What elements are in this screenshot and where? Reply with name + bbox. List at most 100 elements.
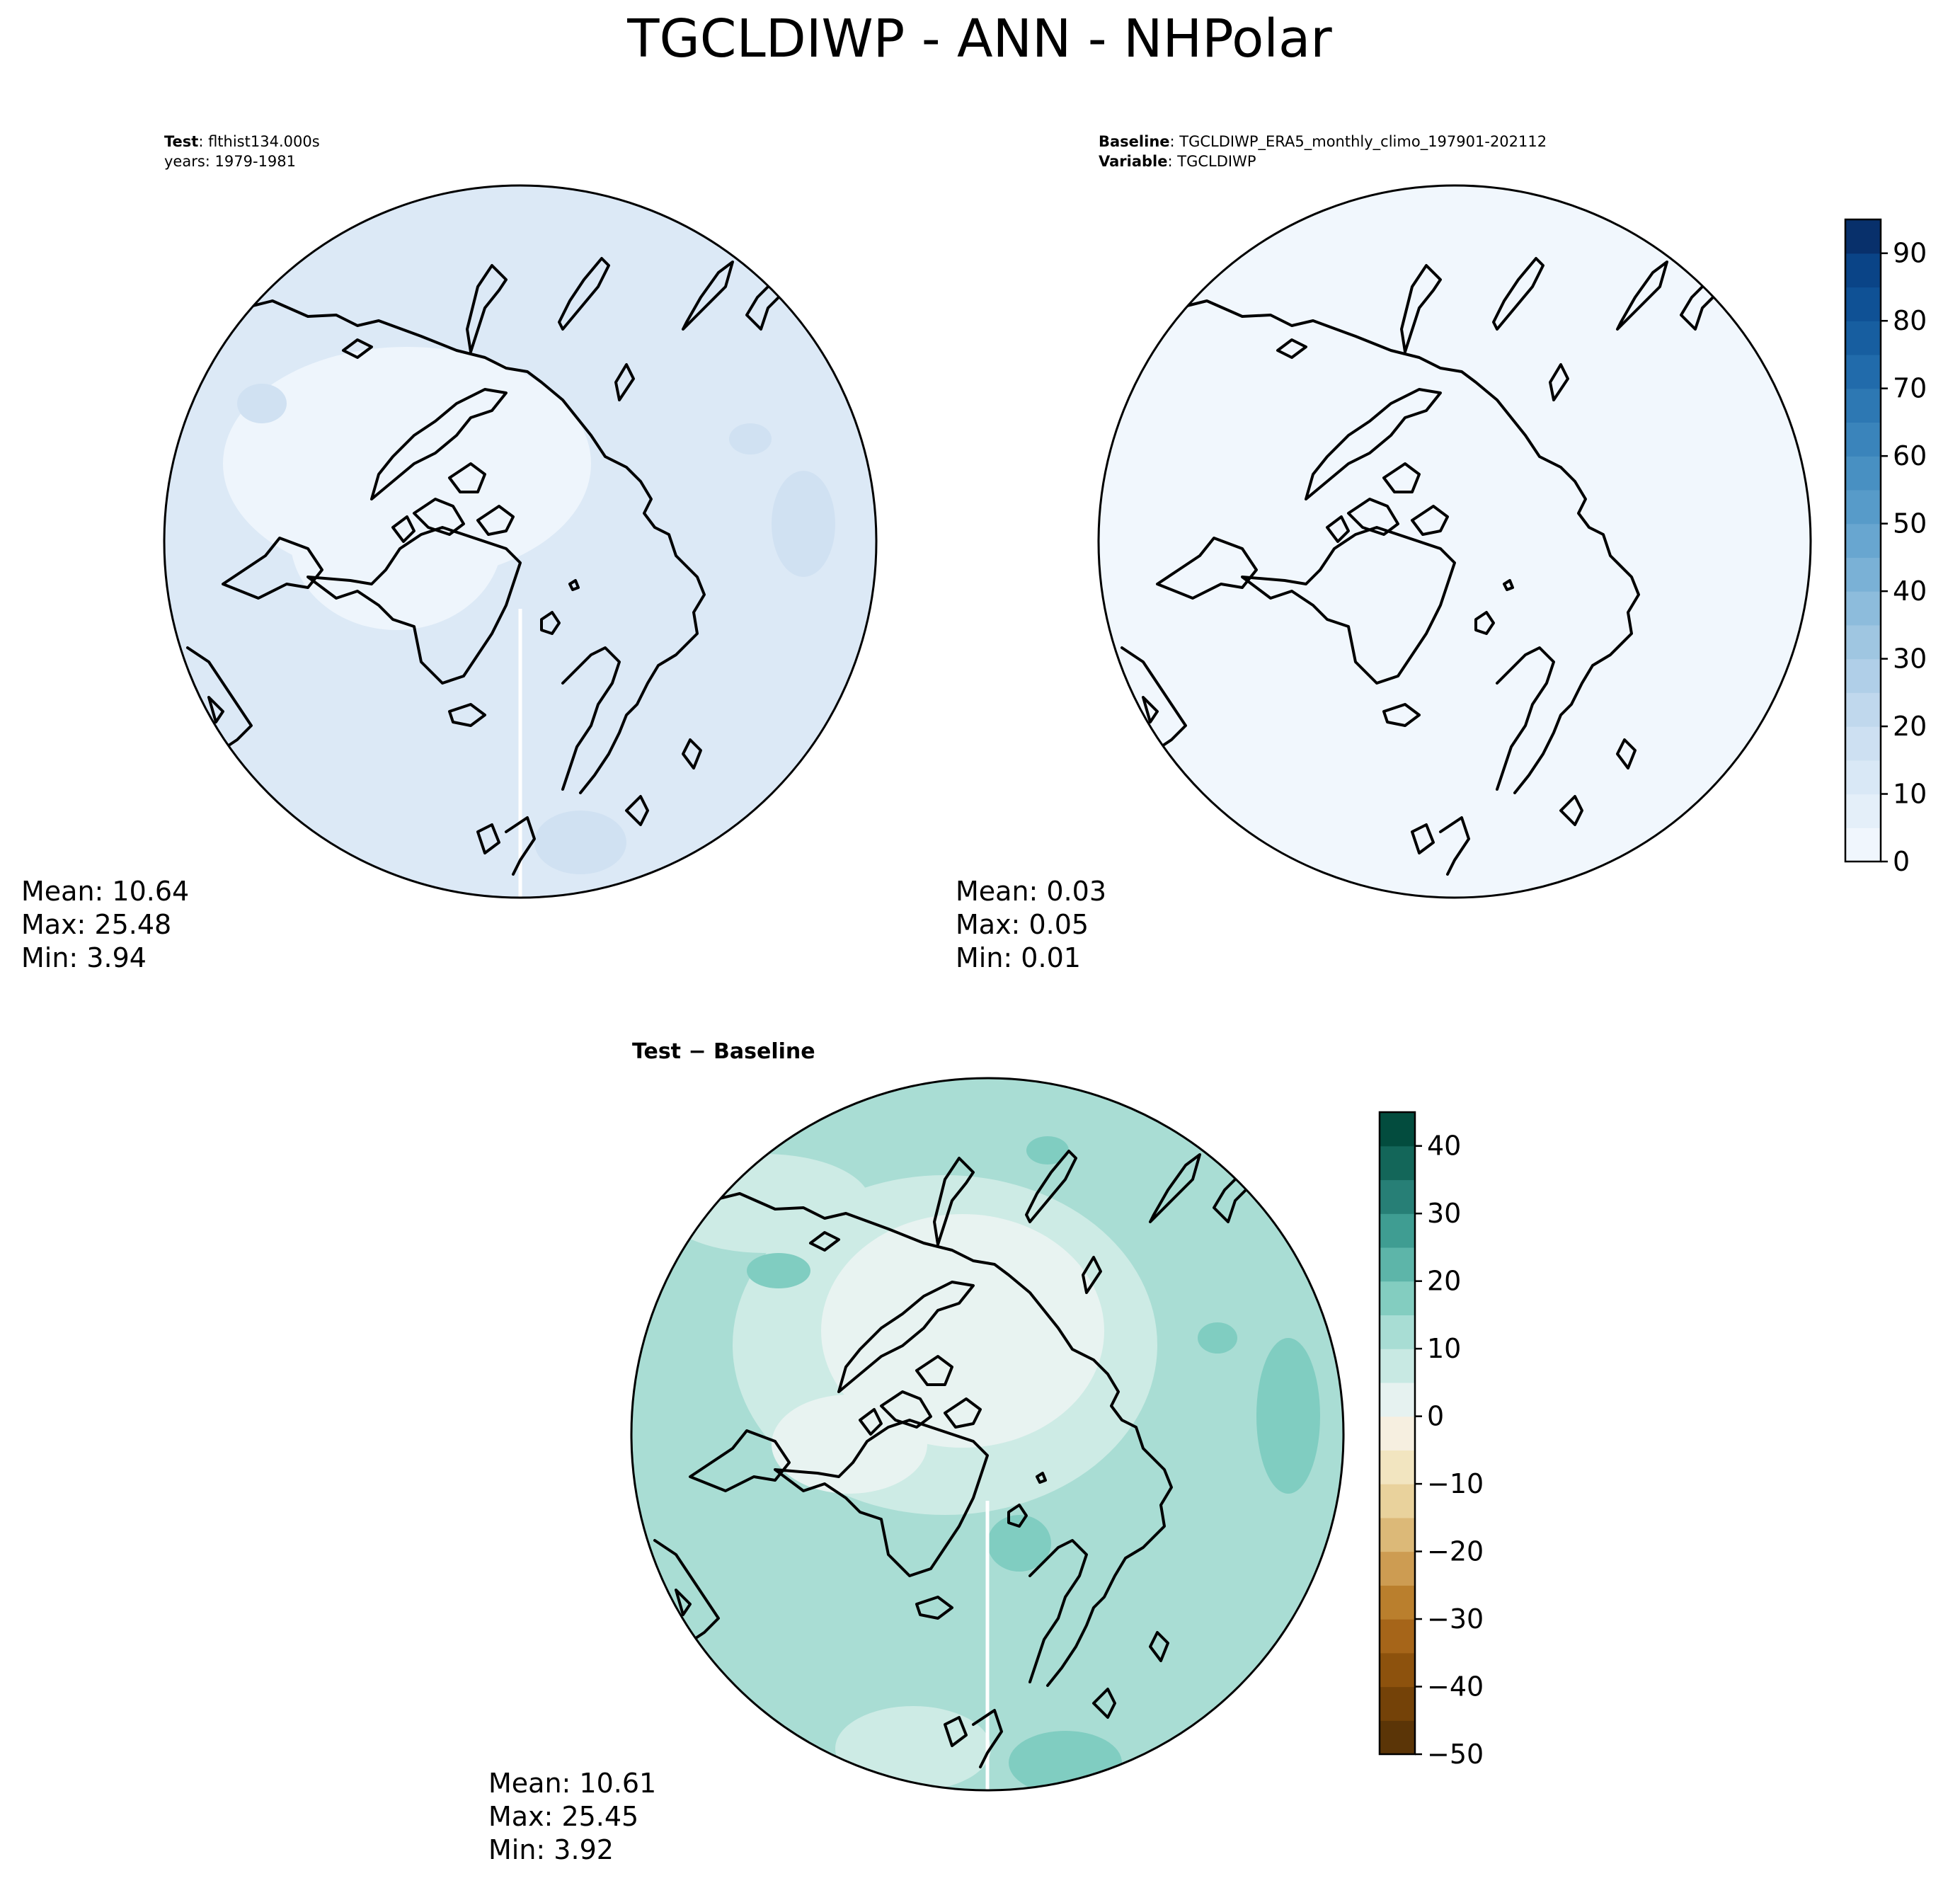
- baseline-colorbar-segment: [1845, 489, 1881, 525]
- test-map-boundary: [163, 184, 878, 899]
- diff-patch: [747, 1253, 810, 1288]
- baseline-mean: Mean: 0.03: [956, 876, 1106, 907]
- test-map-patches: [223, 347, 835, 874]
- baseline-colorbar-tick-label: 80: [1893, 305, 1927, 336]
- diff-colorbar-segment: [1380, 1619, 1415, 1654]
- baseline-colorbar-segment: [1845, 219, 1881, 254]
- diff-colorbar-segment: [1380, 1551, 1415, 1586]
- baseline-colorbar-segment: [1845, 794, 1881, 828]
- baseline-colorbar-segment: [1845, 321, 1881, 355]
- diff-colorbar-segment: [1380, 1281, 1415, 1316]
- baseline-colorbar-tick-label: 0: [1893, 846, 1910, 877]
- diff-colorbar-tick-label: 0: [1427, 1401, 1444, 1432]
- diff-colorbar-segment: [1380, 1247, 1415, 1282]
- test-stats: Mean: 10.64 Max: 25.48 Min: 3.94: [21, 876, 189, 973]
- baseline-colorbar-tick-label: 50: [1893, 508, 1927, 539]
- diff-colorbar-segment: [1380, 1484, 1415, 1518]
- baseline-colorbar-tick-label: 90: [1893, 238, 1927, 269]
- baseline-map: [1097, 184, 1812, 899]
- test-header-2: years: 1979-1981: [164, 153, 296, 170]
- diff-colorbar-tick-label: −40: [1427, 1671, 1484, 1703]
- test-patch: [237, 384, 287, 423]
- test-core-region: [290, 446, 503, 630]
- diff-colorbar-tick-label: −10: [1427, 1468, 1484, 1499]
- diff-colorbar-tick-label: −20: [1427, 1536, 1484, 1567]
- diff-patch: [1009, 1731, 1122, 1790]
- baseline-header-2: Variable: TGCLDIWP: [1099, 153, 1256, 170]
- diff-colorbar-tick-label: 40: [1427, 1131, 1461, 1162]
- diff-colorbar-segment: [1380, 1686, 1415, 1721]
- diff-patch: [1198, 1322, 1237, 1354]
- test-min: Min: 3.94: [21, 942, 147, 973]
- diff-map: [630, 1077, 1345, 1792]
- diff-max: Max: 25.45: [488, 1801, 638, 1832]
- baseline-colorbar-segment: [1845, 726, 1881, 761]
- test-mean: Mean: 10.64: [21, 876, 189, 907]
- baseline-colorbar-tick-label: 60: [1893, 440, 1927, 471]
- baseline-colorbar-segment: [1845, 591, 1881, 626]
- baseline-colorbar-segment: [1845, 354, 1881, 389]
- baseline-colorbar-tick-label: 10: [1893, 779, 1927, 810]
- baseline-colorbar-segment: [1845, 422, 1881, 457]
- baseline-colorbar-tick-label: 20: [1893, 711, 1927, 742]
- test-header-1: Test: flthist134.000s: [164, 133, 320, 150]
- diff-ring-region: [835, 1706, 991, 1790]
- diff-colorbar-segment: [1380, 1652, 1415, 1688]
- diff-colorbar-segment: [1380, 1145, 1415, 1181]
- diff-map-boundary: [630, 1077, 1345, 1792]
- baseline-stats: Mean: 0.03 Max: 0.05 Min: 0.01: [956, 876, 1106, 973]
- baseline-colorbar-tick-label: 40: [1893, 576, 1927, 607]
- diff-patch: [1256, 1338, 1320, 1494]
- baseline-colorbar-segment: [1845, 828, 1881, 862]
- baseline-colorbar-segment: [1845, 624, 1881, 660]
- diff-colorbar-segment: [1380, 1349, 1415, 1383]
- diff-colorbar-tick-label: −30: [1427, 1603, 1484, 1635]
- diff-core-region: [772, 1395, 927, 1494]
- diff-colorbar-segment: [1380, 1112, 1415, 1147]
- test-patch: [772, 471, 835, 577]
- diff-patch: [1026, 1136, 1069, 1165]
- diff-colorbar-segment: [1380, 1315, 1415, 1349]
- baseline-colorbar-segment: [1845, 388, 1881, 423]
- diff-colorbar-segment: [1380, 1585, 1415, 1620]
- diff-title: Test − Baseline: [632, 1039, 815, 1064]
- baseline-map-fill: [1099, 185, 1811, 898]
- diff-min: Min: 3.92: [488, 1834, 614, 1865]
- figure-title: TGCLDIWP - ANN - NHPolar: [626, 8, 1332, 69]
- baseline-colorbar-frame: [1844, 218, 1882, 863]
- test-patch: [729, 423, 772, 454]
- diff-colorbar-segment: [1380, 1450, 1415, 1484]
- diff-mean: Mean: 10.61: [488, 1768, 656, 1799]
- baseline-colorbar-segment: [1845, 692, 1881, 727]
- diff-colorbar-tick-label: −50: [1427, 1739, 1484, 1770]
- diff-colorbar-segment: [1380, 1720, 1415, 1755]
- diff-colorbar-tick-label: 10: [1427, 1333, 1461, 1364]
- diff-colorbar-segment: [1380, 1179, 1415, 1214]
- diff-colorbar-segment: [1380, 1382, 1415, 1417]
- baseline-header-1: Baseline: TGCLDIWP_ERA5_monthly_climo_19…: [1099, 133, 1547, 151]
- baseline-colorbar-segment: [1845, 557, 1881, 592]
- baseline-colorbar-tick-label: 70: [1893, 373, 1927, 404]
- diff-patch: [987, 1515, 1051, 1572]
- baseline-map-boundary: [1097, 184, 1812, 899]
- baseline-min: Min: 0.01: [956, 942, 1081, 973]
- diff-colorbar-segment: [1380, 1213, 1415, 1248]
- diff-colorbar-segment: [1380, 1517, 1415, 1552]
- baseline-max: Max: 0.05: [956, 909, 1089, 940]
- diff-core-region: [821, 1214, 1104, 1448]
- test-max: Max: 25.48: [21, 909, 171, 940]
- baseline-colorbar-segment: [1845, 287, 1881, 321]
- baseline-colorbar-segment: [1845, 658, 1881, 693]
- baseline-colorbar-segment: [1845, 523, 1881, 558]
- diff-colorbar-frame: [1378, 1111, 1416, 1756]
- diff-colorbar-tick-label: 30: [1427, 1198, 1461, 1229]
- test-patch: [534, 811, 626, 874]
- diff-map-core: [772, 1214, 1104, 1494]
- diff-colorbar-tick-label: 20: [1427, 1266, 1461, 1297]
- baseline-colorbar: 0 10 20 30 40 50 60 70 80 90: [1844, 218, 1927, 877]
- baseline-colorbar-tick-label: 30: [1893, 643, 1927, 675]
- diff-colorbar-segment: [1380, 1416, 1415, 1451]
- test-map: [163, 184, 878, 899]
- diff-stats: Mean: 10.61 Max: 25.45 Min: 3.92: [488, 1768, 656, 1865]
